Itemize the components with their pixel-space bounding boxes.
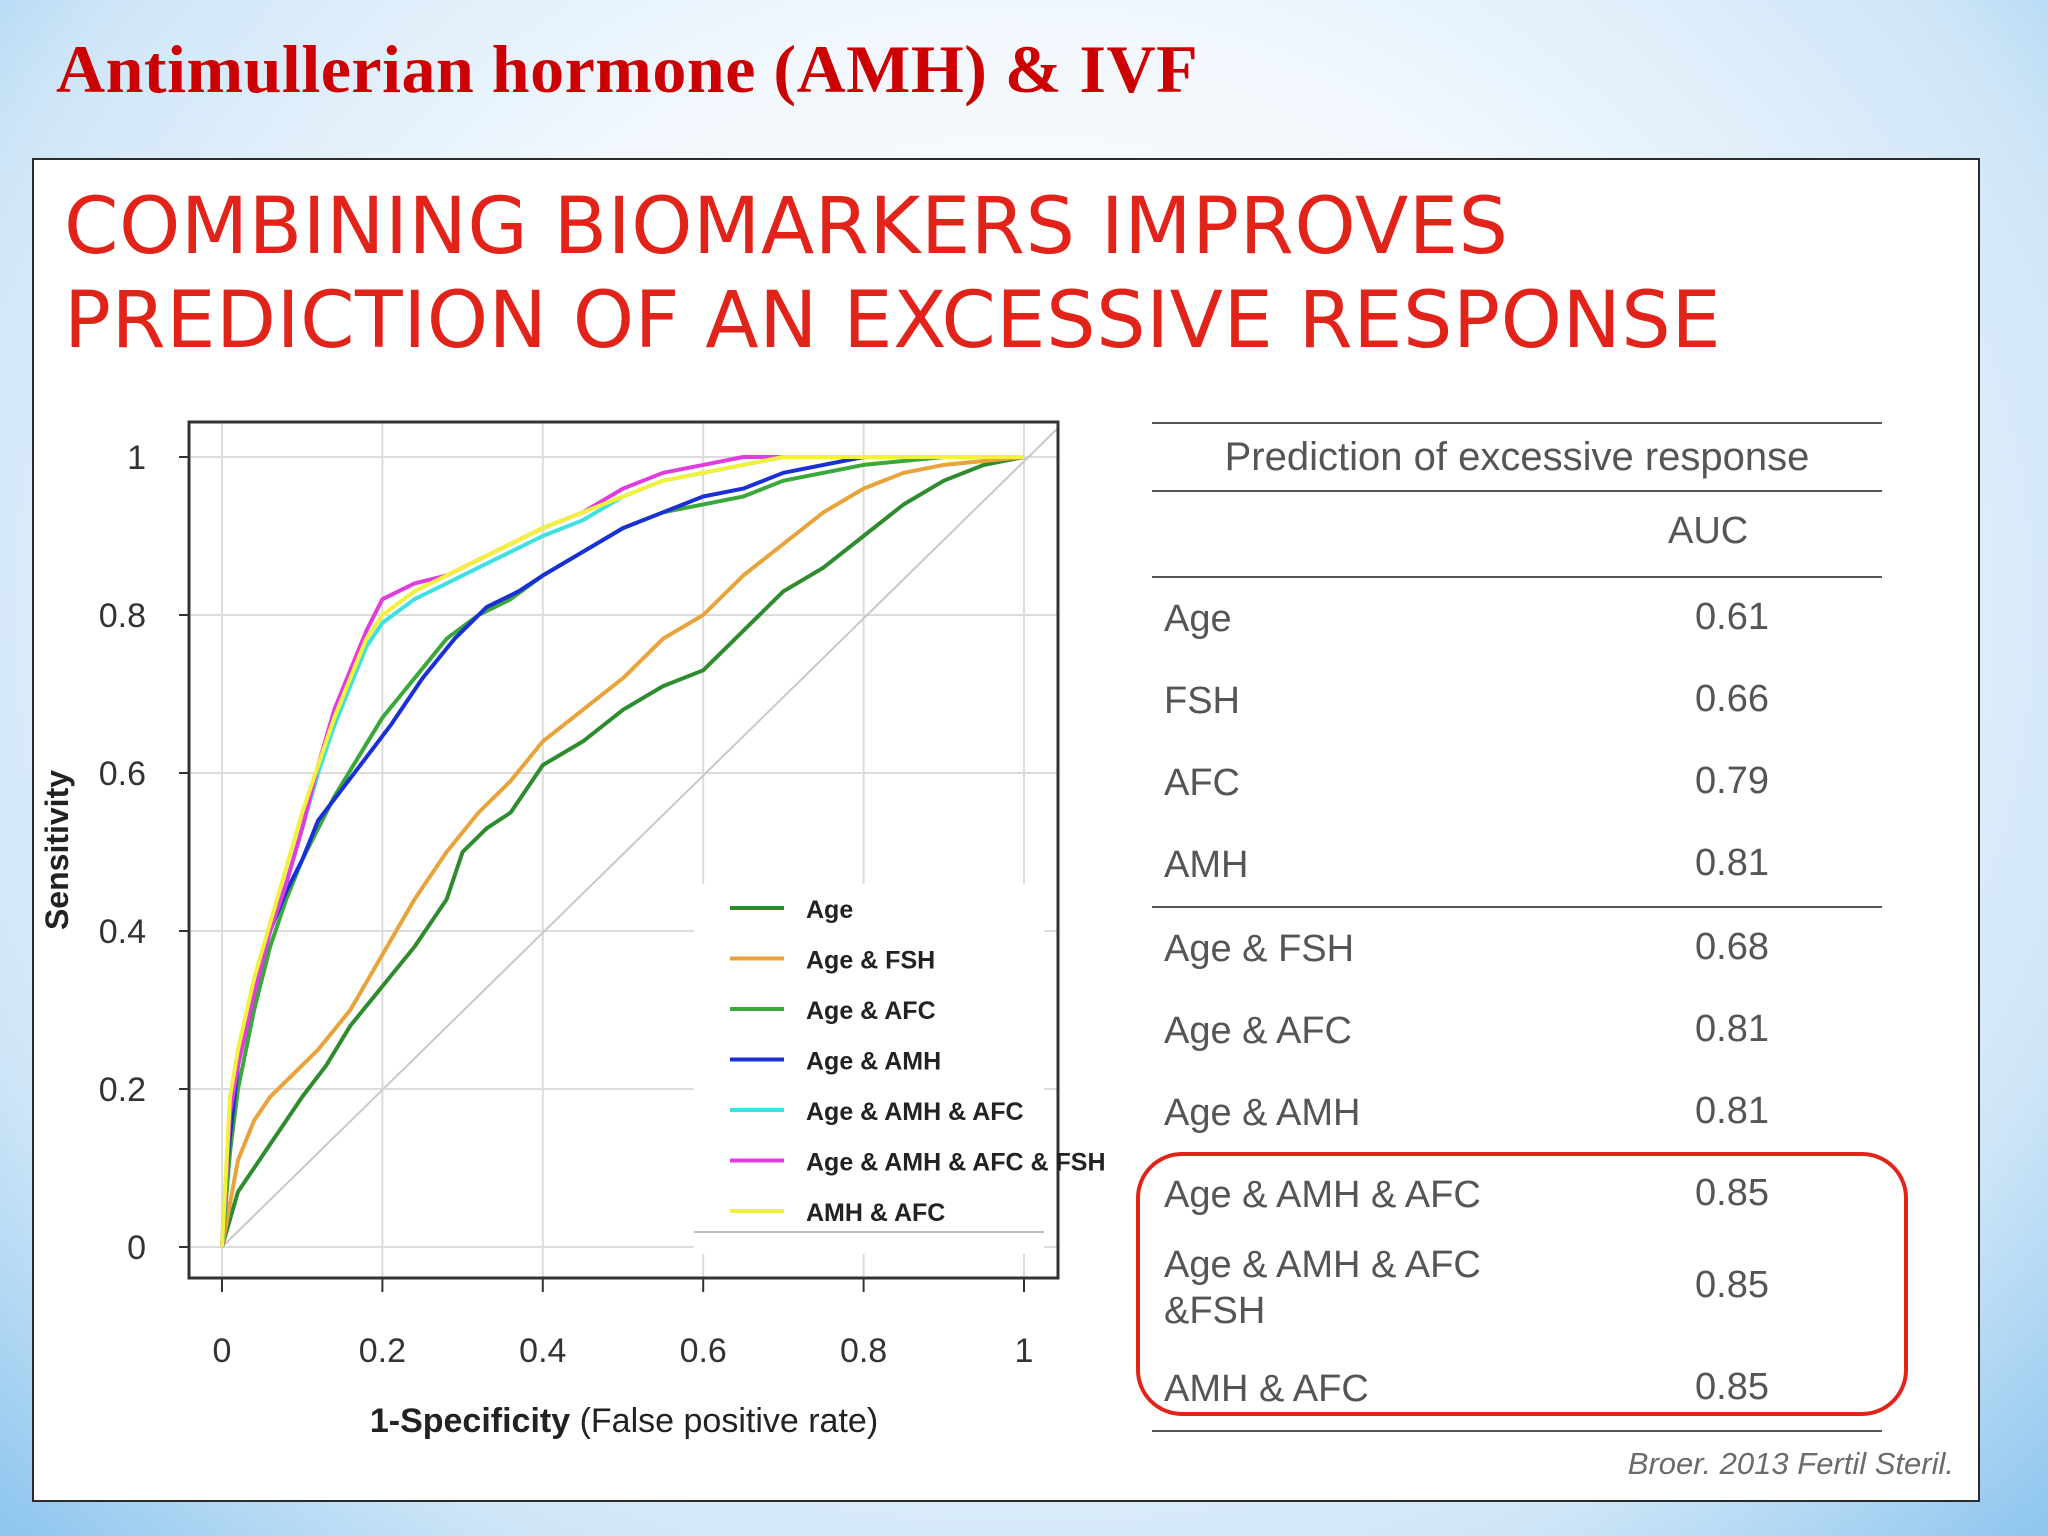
table-row: Age & AMH & AFC 0.85: [1152, 1154, 1882, 1236]
x-tick-label: 0: [213, 1332, 232, 1370]
row-auc: 0.68: [1695, 926, 1769, 968]
series-line: [220, 455, 1025, 1248]
x-tick-label: 0.6: [680, 1332, 727, 1370]
table-row: FSH 0.66: [1152, 660, 1882, 742]
x-tick-label: 0.4: [519, 1332, 566, 1370]
row-auc: 0.61: [1695, 596, 1769, 638]
content-panel: COMBINING BIOMARKERS IMPROVES PREDICTION…: [32, 158, 1980, 1502]
table-row: Age & AMH & AFC &FSH 0.85: [1152, 1236, 1882, 1348]
series-line: [220, 455, 1025, 1248]
highlight-box: [1136, 1152, 1908, 1416]
x-axis-title-rest: (False positive rate): [580, 1402, 879, 1440]
headline: COMBINING BIOMARKERS IMPROVES PREDICTION…: [64, 180, 1721, 368]
headline-line-1: COMBINING BIOMARKERS IMPROVES: [64, 182, 1509, 272]
row-label: Age: [1164, 598, 1232, 640]
table-row: AFC 0.79: [1152, 742, 1882, 824]
auc-table-title: Prediction of excessive response: [1152, 422, 1882, 492]
auc-table-header: AUC: [1152, 492, 1882, 578]
y-tick-label: 0.4: [99, 913, 146, 951]
row-label: AMH: [1164, 844, 1249, 886]
row-auc: 0.66: [1695, 678, 1769, 720]
table-row: AMH & AFC 0.85: [1152, 1348, 1882, 1430]
row-label: AFC: [1164, 762, 1240, 804]
row-label: Age & AFC: [1164, 1010, 1352, 1052]
citation: Broer. 2013 Fertil Steril.: [1627, 1446, 1954, 1481]
x-tick-label: 0.8: [840, 1332, 887, 1370]
diagonal-reference-line: [221, 427, 1059, 1248]
legend-label: Age: [806, 896, 853, 924]
series-line: [220, 455, 1024, 1248]
y-tick-label: 0.2: [99, 1071, 146, 1109]
table-row: Age 0.61: [1152, 578, 1882, 660]
slide-title: Antimullerian hormone (AMH) & IVF: [56, 31, 1199, 107]
row-label: Age & AMH & AFC: [1164, 1174, 1481, 1216]
row-auc: 0.85: [1695, 1366, 1769, 1408]
auc-group-single: Age 0.61 FSH 0.66 AFC 0.79 AMH 0.81: [1152, 578, 1882, 908]
row-auc: 0.81: [1695, 1008, 1769, 1050]
row-auc: 0.81: [1695, 1090, 1769, 1132]
plot-frame: [187, 420, 1060, 1280]
row-auc: 0.79: [1695, 760, 1769, 802]
legend-label: Age & FSH: [806, 947, 935, 975]
row-auc: 0.85: [1695, 1264, 1769, 1306]
auc-group-combined: Age & AMH & AFC 0.85 Age & AMH & AFC &FS…: [1152, 1154, 1882, 1432]
row-label: AMH & AFC: [1164, 1368, 1369, 1410]
table-row: Age & AFC 0.81: [1152, 990, 1882, 1072]
row-auc: 0.85: [1695, 1172, 1769, 1214]
table-row: Age & FSH 0.68: [1152, 908, 1882, 990]
legend-label: Age & AFC: [806, 997, 936, 1025]
row-label: Age & FSH: [1164, 928, 1355, 970]
auc-table: Prediction of excessive response AUC Age…: [1152, 422, 1882, 1432]
y-tick-label: 0.8: [99, 597, 146, 635]
x-axis-title-bold: 1-Specificity: [370, 1402, 580, 1440]
y-tick-label: 0: [127, 1229, 146, 1267]
series-line: [220, 455, 1024, 1248]
legend-box: [694, 884, 1044, 1254]
series-line: [220, 455, 1024, 1248]
table-row: AMH 0.81: [1152, 824, 1882, 906]
row-label: Age & AMH & AFC &FSH: [1164, 1244, 1481, 1332]
x-axis-title: 1-Specificity (False positive rate): [370, 1402, 878, 1440]
row-label: Age & AMH: [1164, 1092, 1361, 1134]
legend-label: Age & AMH & AFC: [806, 1098, 1024, 1126]
x-tick-label: 1: [1015, 1332, 1034, 1370]
x-tick-label: 0.2: [359, 1332, 406, 1370]
roc-chart: 0 0.2 0.4 0.6 0.8 1 0 0.2 0.4 0.6 0.8 1 1-Specificit…: [39, 420, 1106, 1440]
y-axis-title: Sensitivity: [39, 770, 75, 930]
legend-label: AMH & AFC: [806, 1199, 945, 1227]
auc-column-header: AUC: [1668, 510, 1749, 552]
legend-label: Age & AMH & AFC & FSH: [806, 1149, 1106, 1177]
row-auc: 0.81: [1695, 842, 1769, 884]
auc-group-pairs: Age & FSH 0.68 Age & AFC 0.81 Age & AMH …: [1152, 908, 1882, 1154]
row-label: FSH: [1164, 680, 1240, 722]
headline-line-2: PREDICTION OF AN EXCESSIVE RESPONSE: [64, 276, 1722, 366]
table-row: Age & AMH 0.81: [1152, 1072, 1882, 1154]
y-tick-label: 1: [127, 439, 146, 477]
legend-label: Age & AMH: [806, 1048, 941, 1076]
y-tick-label: 0.6: [99, 755, 146, 793]
